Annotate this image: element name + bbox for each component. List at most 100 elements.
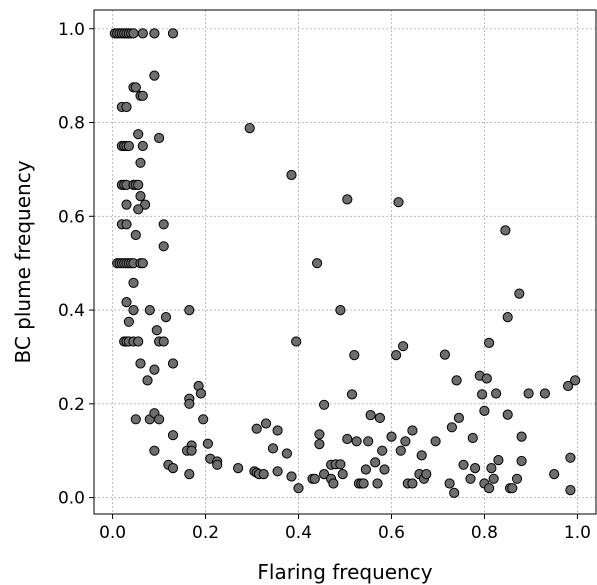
data-point: [486, 463, 497, 474]
data-point: [144, 305, 155, 316]
data-point: [479, 405, 490, 416]
data-point: [149, 28, 160, 39]
data-point: [319, 469, 330, 480]
data-point: [272, 425, 283, 436]
data-point: [358, 478, 369, 489]
data-point: [158, 219, 169, 230]
data-point: [346, 389, 358, 400]
data-point: [195, 388, 206, 399]
data-point: [314, 429, 325, 440]
data-point: [549, 469, 560, 480]
data-point: [421, 469, 432, 480]
data-point: [184, 469, 195, 480]
x-tick-label: 0.2: [192, 523, 219, 543]
data-point: [184, 398, 195, 409]
data-point: [335, 459, 346, 470]
x-tick-label: 0.4: [285, 523, 312, 543]
data-point: [342, 433, 353, 445]
data-point: [514, 288, 525, 299]
data-point: [370, 457, 381, 468]
data-point: [130, 82, 141, 93]
data-point: [430, 436, 441, 447]
data-point: [128, 28, 139, 39]
data-point: [379, 464, 390, 475]
data-point: [128, 277, 139, 288]
data-point: [314, 439, 325, 450]
data-point: [260, 418, 272, 429]
data-point: [470, 463, 481, 474]
data-point: [121, 101, 132, 113]
data-point: [372, 478, 383, 489]
plot-frame: [93, 9, 597, 515]
data-point: [121, 199, 132, 210]
data-point: [293, 483, 304, 494]
data-point: [539, 388, 551, 399]
data-point: [149, 445, 160, 456]
data-point: [395, 445, 406, 456]
data-point: [458, 459, 469, 470]
data-point: [360, 464, 371, 475]
data-point: [449, 487, 460, 498]
data-point: [135, 191, 146, 202]
x-tick-label: 0.8: [471, 523, 498, 543]
data-point: [377, 445, 388, 456]
data-point: [135, 157, 146, 168]
data-point: [365, 410, 376, 421]
data-point: [244, 123, 255, 134]
data-point: [202, 438, 213, 449]
data-point: [158, 241, 169, 252]
data-point: [140, 199, 151, 210]
data-point: [158, 336, 169, 347]
x-tick-label: 0.0: [99, 523, 126, 543]
data-point: [233, 463, 244, 474]
data-point: [167, 430, 179, 441]
data-point: [291, 336, 302, 347]
data-point: [477, 389, 488, 400]
data-point: [481, 373, 492, 384]
data-point: [130, 414, 141, 425]
data-point: [123, 140, 134, 152]
data-point: [258, 469, 269, 480]
data-point: [337, 469, 348, 480]
data-point: [416, 450, 427, 461]
data-point: [484, 483, 495, 494]
data-point: [391, 350, 402, 361]
data-point: [130, 229, 141, 241]
data-point: [488, 473, 499, 484]
data-point: [123, 316, 134, 327]
data-point: [351, 436, 362, 447]
data-point: [516, 431, 527, 442]
data-point: [453, 412, 464, 423]
grid-lines: [94, 10, 596, 514]
data-point: [502, 312, 513, 323]
data-point: [128, 305, 139, 316]
data-point: [142, 375, 153, 386]
y-tick-label: 0.6: [58, 207, 85, 227]
data-point: [342, 194, 353, 205]
data-point: [309, 473, 320, 484]
data-point: [121, 219, 132, 230]
data-point: [374, 412, 385, 423]
data-point: [137, 28, 148, 39]
data-point: [135, 358, 146, 369]
data-point: [451, 375, 462, 386]
data-point: [167, 358, 179, 369]
data-point: [267, 443, 279, 454]
data-point: [151, 325, 162, 336]
y-axis-title: BC plume frequency: [11, 160, 35, 363]
data-point: [198, 414, 209, 425]
data-point: [467, 432, 478, 444]
data-point: [446, 422, 457, 433]
data-point: [137, 258, 148, 269]
data-point: [137, 90, 148, 101]
data-point: [363, 436, 374, 447]
data-point: [407, 478, 418, 489]
data-point: [407, 425, 418, 436]
x-tick-label: 1.0: [564, 523, 591, 543]
data-point: [393, 197, 404, 208]
data-point: [149, 364, 160, 375]
data-point: [400, 436, 411, 447]
data-point: [149, 70, 160, 81]
data-point: [319, 399, 330, 410]
data-point: [251, 423, 262, 434]
